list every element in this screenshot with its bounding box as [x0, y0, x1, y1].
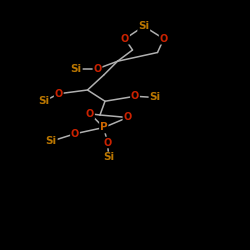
Text: P: P	[100, 122, 108, 132]
Text: O: O	[121, 34, 129, 44]
Text: Si: Si	[138, 21, 149, 31]
Text: O: O	[71, 129, 79, 139]
Text: O: O	[124, 112, 132, 122]
Text: O: O	[86, 109, 94, 119]
Text: Si: Si	[150, 92, 160, 102]
Text: O: O	[104, 138, 112, 147]
Text: O: O	[94, 64, 102, 74]
Text: Si: Si	[103, 152, 114, 162]
Text: Si: Si	[71, 64, 82, 74]
Text: Si: Si	[46, 136, 57, 146]
Text: O: O	[54, 89, 63, 99]
Text: Si: Si	[38, 96, 49, 106]
Text: O: O	[160, 34, 168, 44]
Text: O: O	[131, 91, 139, 101]
